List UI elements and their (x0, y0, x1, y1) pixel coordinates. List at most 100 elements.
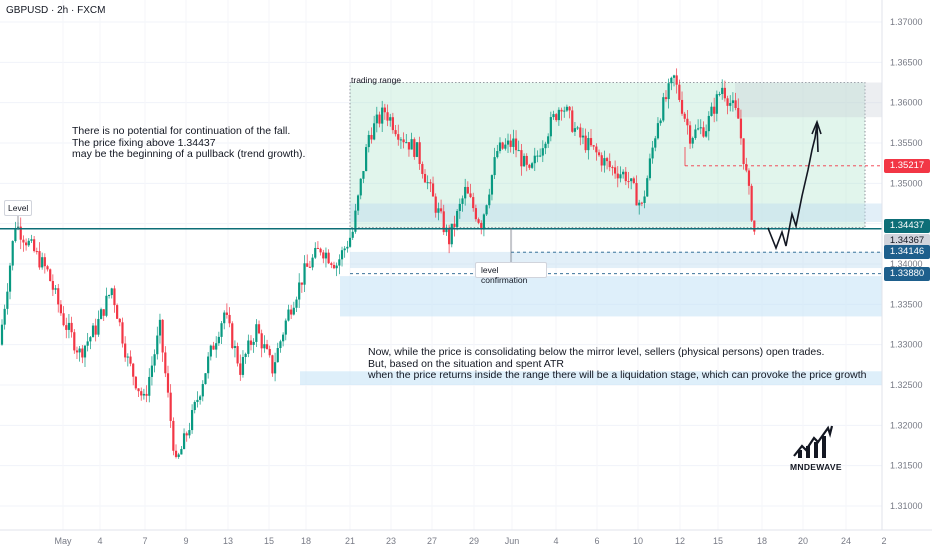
candle-body (747, 170, 751, 186)
price-badge: 1.34146 (884, 245, 930, 260)
candle-body (335, 265, 338, 269)
candle-body (354, 210, 357, 232)
candle-body (225, 312, 228, 315)
candle-body (78, 348, 81, 353)
candle-body (30, 239, 33, 241)
candle-body (619, 174, 622, 179)
price-tick-label: 1.32000 (890, 420, 923, 430)
candle-body (555, 114, 558, 121)
candle-body (327, 252, 330, 264)
candle-body (308, 266, 311, 268)
candle-body (132, 363, 135, 377)
time-tick-label: 7 (142, 536, 147, 546)
candle-body (94, 325, 97, 335)
candle-body (678, 84, 681, 100)
candle-body (228, 314, 231, 324)
candle-body (512, 138, 515, 147)
candle-body (472, 197, 475, 209)
candle-body (75, 350, 79, 353)
candle-body (643, 196, 646, 203)
candle-body (448, 227, 451, 245)
candles (0, 68, 756, 459)
time-tick-label: 4 (97, 536, 102, 546)
candle-body (488, 194, 491, 206)
candle-body (683, 113, 686, 119)
candle-body (89, 337, 92, 342)
candle-body (105, 295, 108, 316)
candle-body (70, 322, 73, 333)
candle-body (399, 139, 403, 141)
candle-body (675, 75, 678, 85)
candle-body (172, 420, 175, 451)
candle-body (86, 341, 89, 346)
candle-body (107, 295, 111, 297)
candle-body (407, 142, 411, 150)
candle-body (680, 99, 684, 114)
candle-body (140, 391, 143, 396)
candle-body (753, 220, 756, 232)
candle-body (713, 106, 716, 114)
price-tick-label: 1.36000 (890, 98, 923, 108)
candle-body (616, 173, 619, 179)
time-tick-label: 29 (469, 536, 479, 546)
candle-body (263, 344, 266, 349)
time-tick-label: 21 (345, 536, 355, 546)
candle-body (43, 257, 46, 267)
candle-body (0, 324, 4, 345)
candle-body (627, 181, 630, 183)
candle-body (65, 325, 68, 330)
candle-body (614, 167, 617, 174)
candle-body (91, 325, 95, 338)
candle-body (670, 77, 673, 84)
candle-body (517, 150, 520, 152)
time-tick-label: 13 (223, 536, 233, 546)
candle-body (541, 148, 544, 156)
candle-body (501, 142, 504, 149)
candle-body (11, 241, 14, 266)
candle-body (522, 155, 526, 167)
candle-body (356, 195, 360, 211)
price-badge: 1.35217 (884, 158, 930, 173)
candle-body (423, 173, 427, 183)
candle-body (688, 125, 692, 144)
level-confirmation-box: level confirmation (475, 262, 547, 285)
candle-body (686, 118, 689, 126)
candle-body (579, 127, 582, 138)
candle-body (239, 363, 242, 375)
time-axis: May 4 7 9 13 15 18 21 23 27 29 Jun 4 6 10 12 15 18 20 24 2 (0, 529, 932, 546)
candle-body (696, 128, 700, 130)
candle-body (118, 318, 121, 323)
level-label: Level (8, 203, 29, 213)
candle-body (190, 410, 194, 431)
candle-body (482, 214, 486, 230)
candle-body (528, 164, 531, 168)
candle-body (158, 319, 162, 336)
candle-body (223, 312, 226, 324)
candle-body (391, 117, 394, 131)
candle-body (397, 134, 400, 140)
time-tick-label: 9 (183, 536, 188, 546)
candle-body (121, 322, 124, 344)
trading-range-label: trading range (351, 75, 402, 85)
zones (300, 82, 882, 385)
candle-body (664, 97, 668, 100)
candle-body (6, 291, 9, 309)
candle-body (635, 182, 638, 206)
candle-body (474, 208, 477, 220)
price-badge: 1.34367 (884, 234, 930, 249)
candle-body (185, 433, 188, 436)
candle-body (249, 340, 253, 345)
candle-body (46, 266, 49, 270)
candle-body (514, 138, 518, 151)
candle-body (41, 257, 44, 268)
candle-body (638, 202, 641, 206)
candle-body (464, 186, 467, 199)
candle-body (378, 114, 381, 124)
candle-body (445, 227, 448, 233)
candle-body (715, 94, 718, 114)
candle-body (429, 182, 432, 184)
candle-body (204, 373, 207, 385)
candle-body (630, 178, 633, 182)
candle-body (672, 75, 676, 78)
